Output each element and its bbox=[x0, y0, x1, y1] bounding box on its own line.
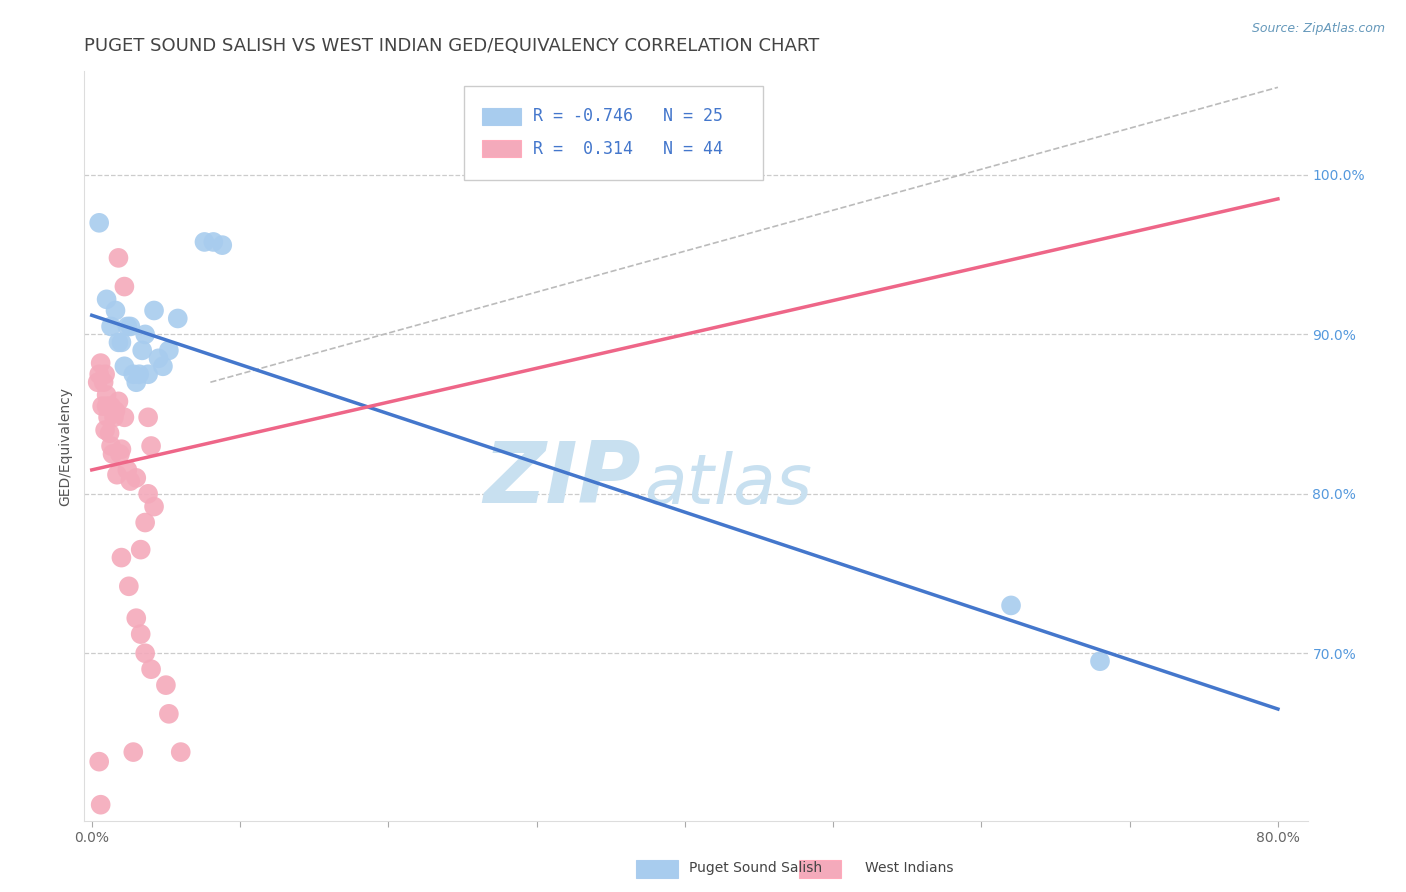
Point bbox=[143, 303, 166, 318]
Point bbox=[110, 442, 132, 457]
Point bbox=[89, 755, 111, 769]
Point bbox=[136, 368, 159, 382]
Point bbox=[128, 368, 150, 382]
Text: R =  0.314   N = 44: R = 0.314 N = 44 bbox=[533, 139, 723, 158]
Point bbox=[104, 404, 127, 418]
Text: ZIP: ZIP bbox=[484, 438, 641, 521]
Y-axis label: GED/Equivalency: GED/Equivalency bbox=[59, 386, 73, 506]
Point bbox=[134, 516, 156, 530]
Bar bbox=[482, 108, 522, 125]
Point bbox=[94, 423, 117, 437]
Point bbox=[136, 487, 159, 501]
Text: R = -0.746   N = 25: R = -0.746 N = 25 bbox=[533, 107, 723, 125]
Point bbox=[143, 500, 166, 514]
Point bbox=[108, 447, 131, 461]
Point bbox=[122, 368, 145, 382]
Text: Puget Sound Salish: Puget Sound Salish bbox=[689, 861, 823, 875]
FancyBboxPatch shape bbox=[464, 87, 763, 180]
Point bbox=[129, 627, 152, 641]
Point bbox=[90, 797, 112, 812]
Point bbox=[100, 319, 122, 334]
Point bbox=[1000, 599, 1022, 613]
Point bbox=[110, 335, 132, 350]
Point bbox=[157, 343, 180, 358]
Point bbox=[86, 376, 108, 390]
Point bbox=[134, 646, 156, 660]
Point bbox=[131, 343, 153, 358]
Point bbox=[112, 279, 135, 293]
Point bbox=[96, 388, 118, 402]
Point bbox=[104, 303, 127, 318]
Bar bbox=[482, 140, 522, 157]
Point bbox=[90, 356, 112, 370]
Point bbox=[193, 235, 215, 249]
Point bbox=[1088, 654, 1111, 668]
Point bbox=[152, 359, 174, 374]
Text: PUGET SOUND SALISH VS WEST INDIAN GED/EQUIVALENCY CORRELATION CHART: PUGET SOUND SALISH VS WEST INDIAN GED/EQ… bbox=[84, 37, 820, 54]
Point bbox=[89, 368, 111, 382]
Point bbox=[110, 550, 132, 565]
Point bbox=[98, 426, 121, 441]
Point bbox=[155, 678, 177, 692]
Point bbox=[129, 542, 152, 557]
Point bbox=[107, 394, 129, 409]
Point bbox=[89, 216, 111, 230]
Point bbox=[125, 376, 148, 390]
Point bbox=[112, 410, 135, 425]
Point bbox=[139, 439, 162, 453]
Text: atlas: atlas bbox=[644, 451, 813, 518]
Text: West Indians: West Indians bbox=[865, 861, 953, 875]
Point bbox=[96, 399, 118, 413]
Point bbox=[96, 293, 118, 307]
Point bbox=[170, 745, 193, 759]
Point bbox=[91, 399, 114, 413]
Point bbox=[211, 238, 233, 252]
Point bbox=[125, 471, 148, 485]
Point bbox=[134, 327, 156, 342]
Text: Source: ZipAtlas.com: Source: ZipAtlas.com bbox=[1251, 22, 1385, 36]
Point bbox=[112, 359, 135, 374]
Point bbox=[157, 706, 180, 721]
Point bbox=[117, 463, 139, 477]
Point bbox=[118, 579, 141, 593]
Point bbox=[117, 319, 139, 334]
Point bbox=[125, 611, 148, 625]
Point bbox=[103, 410, 125, 425]
Point bbox=[94, 368, 117, 382]
Point bbox=[97, 410, 120, 425]
Point bbox=[122, 745, 145, 759]
Point bbox=[202, 235, 225, 249]
Point bbox=[120, 319, 142, 334]
Point bbox=[120, 474, 142, 488]
Point bbox=[148, 351, 170, 366]
Point bbox=[107, 335, 129, 350]
Point bbox=[107, 251, 129, 265]
Point bbox=[101, 447, 124, 461]
Point bbox=[139, 662, 162, 676]
Point bbox=[136, 410, 159, 425]
Point bbox=[93, 376, 115, 390]
Point bbox=[105, 467, 128, 482]
Point bbox=[166, 311, 188, 326]
Point bbox=[100, 439, 122, 453]
Point bbox=[100, 399, 122, 413]
